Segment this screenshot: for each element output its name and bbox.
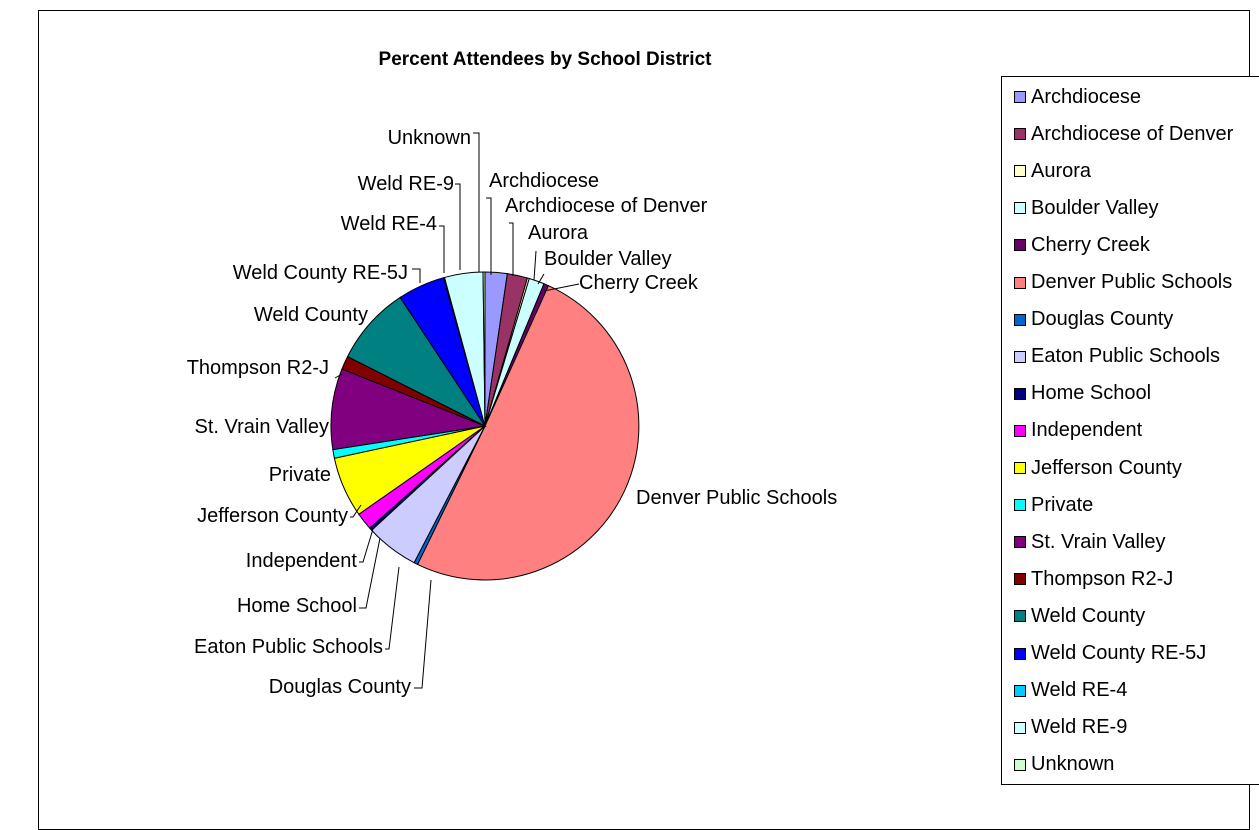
legend-label: Archdiocese of Denver (1031, 122, 1234, 145)
legend-item: Home School (1014, 382, 1151, 406)
chart-title: Percent Attendees by School District (378, 49, 712, 70)
slice-label: Thompson R2-J (187, 357, 329, 379)
legend-swatch (1014, 239, 1026, 252)
leader-line (334, 373, 343, 379)
legend-label: Unknown (1031, 753, 1115, 776)
leader-line (350, 504, 362, 518)
slice-label: Weld County RE-5J (233, 262, 408, 284)
leader-line (385, 566, 400, 650)
legend-swatch (1014, 128, 1026, 141)
slice-label: St. Vrain Valley (194, 416, 329, 438)
leader-line (473, 132, 480, 272)
legend-item: Jefferson County (1014, 456, 1182, 480)
legend-swatch (1014, 350, 1026, 363)
legend-swatch (1014, 721, 1026, 734)
legend-swatch (1014, 647, 1026, 660)
legend-label: Cherry Creek (1031, 233, 1150, 256)
leader-line (533, 250, 537, 281)
legend-item: Archdiocese of Denver (1014, 122, 1233, 146)
slice-label: Weld RE-9 (358, 173, 454, 195)
legend-label: Denver Public Schools (1031, 271, 1233, 293)
legend-swatch (1014, 758, 1026, 771)
legend-item: Unknown (1014, 753, 1114, 777)
legend-label: Jefferson County (1031, 456, 1182, 479)
legend-label: Thompson R2-J (1031, 567, 1174, 590)
legend-swatch (1014, 684, 1026, 697)
slice-label: Archdiocese (489, 170, 599, 192)
legend-label: Archdiocese (1031, 85, 1142, 108)
slice-label: Eaton Public Schools (194, 636, 383, 658)
leader-line (509, 222, 514, 276)
legend-label: Boulder Valley (1031, 196, 1159, 219)
legend-swatch (1014, 499, 1026, 512)
legend: Archdiocese Archdiocese of Denver Aurora Bo… (1001, 76, 1259, 785)
legend-item: Aurora (1014, 159, 1091, 183)
legend-label: Aurora (1031, 159, 1092, 182)
legend-item: Archdiocese (1014, 85, 1141, 109)
legend-swatch (1014, 91, 1026, 103)
legend-label: Weld County RE-5J (1031, 642, 1207, 664)
leader-line (537, 273, 545, 285)
slice-label: Weld RE-4 (341, 213, 437, 235)
slice-label: Jefferson County (197, 505, 348, 527)
slice-label: Independent (246, 550, 358, 572)
legend-item: Weld RE-4 (1014, 679, 1127, 703)
leader-line (439, 225, 445, 273)
legend-label: Weld RE-4 (1031, 679, 1128, 702)
slice-label: Aurora (528, 222, 589, 244)
legend-swatch (1014, 276, 1026, 289)
legend-swatch (1014, 313, 1026, 326)
leader-line (359, 528, 374, 563)
legend-item: Denver Public Schools (1014, 271, 1232, 295)
slice-label: Home School (237, 595, 357, 617)
legend-item: Private (1014, 493, 1093, 517)
leader-line (543, 283, 580, 292)
legend-item: St. Vrain Valley (1014, 530, 1166, 554)
chart-area: Percent Attendees by School District Arc… (38, 10, 1259, 830)
legend-item: Weld County (1014, 604, 1145, 628)
legend-swatch (1014, 424, 1026, 437)
leader-line (486, 197, 492, 275)
legend-item: Douglas County (1014, 308, 1173, 332)
legend-item: Eaton Public Schools (1014, 345, 1220, 369)
legend-swatch (1014, 462, 1026, 474)
pie-chart: Archdiocese Archdiocese of Denver Aurora Bo… (187, 127, 838, 698)
legend-swatch (1014, 202, 1026, 215)
legend-label: Independent (1031, 419, 1143, 442)
slice-label: Cherry Creek (579, 272, 699, 294)
legend-swatch (1014, 610, 1026, 623)
slice-label: Private (269, 464, 331, 486)
slice-label: Douglas County (269, 676, 411, 698)
leader-line (412, 268, 421, 283)
legend-swatch (1014, 536, 1026, 549)
leader-line (359, 537, 381, 609)
legend-label: Weld RE-9 (1031, 716, 1128, 739)
legend-item: Cherry Creek (1014, 233, 1150, 257)
legend-item: Weld RE-9 (1014, 716, 1127, 740)
legend-item: Boulder Valley (1014, 196, 1158, 220)
slice-label: Weld County (254, 304, 368, 326)
slice-label: Archdiocese of Denver (505, 195, 708, 217)
legend-label: St. Vrain Valley (1031, 530, 1166, 553)
legend-swatch (1014, 387, 1026, 400)
leader-line (455, 183, 461, 270)
slice-label: Denver Public Schools (636, 487, 837, 509)
legend-label: Private (1031, 493, 1094, 516)
legend-label: Home School (1031, 382, 1152, 405)
legend-item: Weld County RE-5J (1014, 642, 1206, 666)
legend-swatch (1014, 573, 1026, 586)
legend-swatch (1014, 165, 1026, 178)
pie-slice-unknown (482, 271, 486, 427)
slice-label: Unknown (388, 127, 471, 149)
legend-item: Independent (1014, 419, 1142, 443)
leader-line (414, 579, 432, 689)
legend-item: Thompson R2-J (1014, 567, 1173, 591)
legend-label: Eaton Public Schools (1031, 345, 1221, 368)
pie-slice-denver-public-schools (416, 285, 640, 581)
slice-label: Boulder Valley (544, 248, 671, 270)
legend-label: Weld County (1031, 604, 1146, 627)
legend-label: Douglas County (1031, 308, 1174, 331)
